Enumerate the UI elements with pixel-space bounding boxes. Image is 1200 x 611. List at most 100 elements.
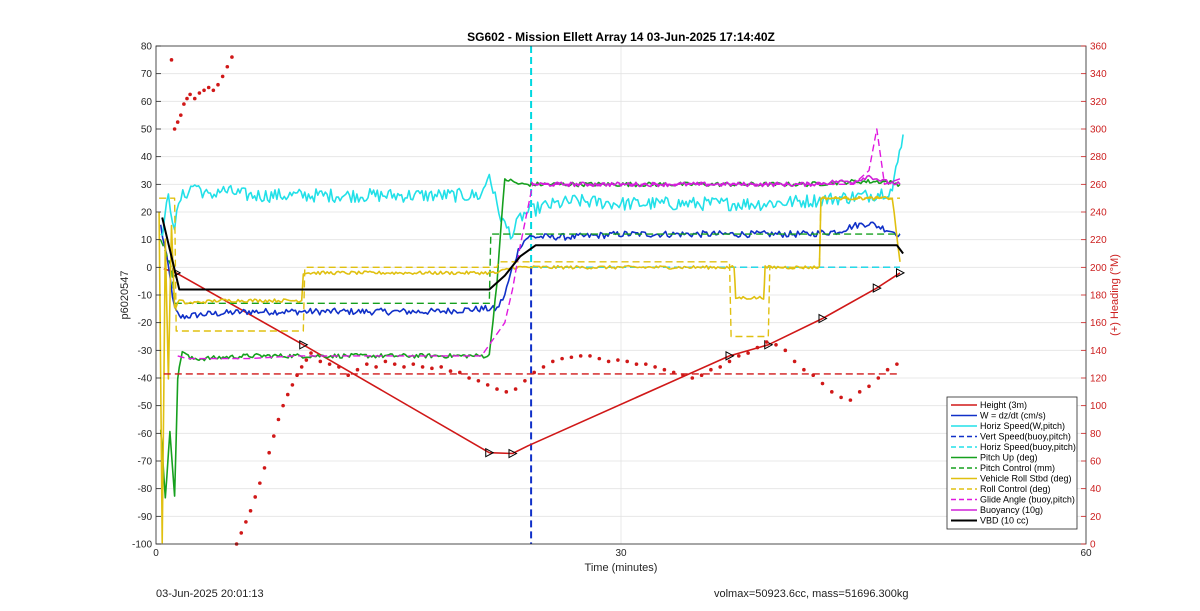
y-tick-label: 70	[141, 69, 153, 80]
heading-point	[727, 359, 732, 364]
heading-point	[718, 365, 722, 369]
heading-point	[560, 356, 564, 361]
heading-point	[304, 358, 309, 362]
heading-point	[699, 373, 704, 378]
heading-point	[551, 359, 555, 364]
heading-point	[281, 403, 285, 408]
legend-entry: Glide Angle (buoy,pitch)	[980, 495, 1075, 505]
heading-point	[485, 383, 490, 387]
heading-point	[355, 367, 360, 372]
heading-point	[495, 387, 499, 391]
heading-point	[876, 376, 881, 380]
heading-point	[327, 362, 332, 366]
legend-box	[946, 396, 1078, 530]
heading-point	[402, 365, 406, 369]
heading-point	[634, 362, 639, 366]
legend: Height (3m)W = dz/dt (cm/s)Horiz Speed(W…	[946, 396, 1078, 530]
heading-point	[290, 383, 295, 387]
y-tick-label: -70	[138, 457, 153, 468]
heading-point	[383, 359, 388, 364]
series-heading-13	[234, 358, 309, 546]
y-tick-label: -20	[138, 318, 153, 329]
heading-point	[267, 450, 271, 455]
heading-point	[192, 96, 197, 101]
footer-timestamp: 03-Jun-2025 20:01:13	[156, 588, 264, 600]
y-tick-label: -90	[138, 512, 153, 523]
heading-point	[211, 88, 216, 93]
heading-point	[202, 88, 206, 93]
heading-point	[504, 390, 509, 394]
y-right-tick-label: 40	[1090, 484, 1102, 495]
y-tick-label: 0	[146, 263, 152, 274]
y-axis-title-right: (+) Heading (°M)	[1109, 254, 1121, 336]
heading-point	[830, 390, 834, 394]
y-tick-label: -60	[138, 429, 153, 440]
heading-point	[644, 362, 648, 366]
heading-point	[285, 392, 290, 397]
height-marker	[725, 351, 735, 361]
legend-entry: Roll Control (deg)	[980, 484, 1051, 494]
heading-point	[448, 369, 453, 373]
y-right-tick-label: 20	[1090, 512, 1102, 523]
heading-point	[172, 127, 177, 131]
heading-point	[653, 365, 657, 369]
heading-point	[179, 113, 183, 117]
y-right-tick-label: 100	[1090, 401, 1107, 412]
legend-entry: Vehicle Roll Stbd (deg)	[980, 474, 1072, 484]
heading-point	[885, 367, 890, 372]
series-heading-12	[169, 55, 899, 402]
heading-point	[458, 370, 462, 375]
heading-point	[820, 381, 825, 386]
y-tick-label: -50	[138, 401, 153, 412]
heading-point	[709, 367, 713, 372]
y-right-tick-label: 220	[1090, 235, 1107, 246]
heading-point	[616, 358, 620, 362]
series-layer	[158, 46, 906, 546]
height-marker	[872, 283, 882, 293]
y-right-tick-label: 240	[1090, 208, 1107, 219]
y-tick-label: -40	[138, 374, 153, 385]
y-right-tick-label: 120	[1090, 374, 1107, 385]
heading-point	[774, 343, 778, 347]
heading-point	[848, 398, 853, 402]
heading-point	[476, 378, 481, 383]
x-tick-label: 30	[615, 548, 627, 559]
heading-point	[230, 55, 234, 59]
series-height-3m	[163, 267, 901, 455]
heading-point	[248, 509, 253, 513]
y-right-tick-label: 160	[1090, 318, 1107, 329]
x-tick-label: 0	[153, 548, 159, 559]
series-pitch-control-mm	[160, 233, 900, 304]
chart-title: SG602 - Mission Ellett Array 14 03-Jun-2…	[467, 30, 775, 44]
y-tick-label: -80	[138, 484, 153, 495]
heading-point	[276, 417, 281, 422]
heading-point	[309, 351, 313, 355]
heading-point	[588, 354, 592, 358]
heading-point	[541, 365, 546, 369]
heading-point	[244, 520, 248, 524]
series-buoyancy-10g	[530, 174, 901, 188]
heading-point	[467, 376, 471, 380]
legend-entry: Pitch Control (mm)	[980, 463, 1055, 473]
heading-point	[690, 376, 695, 380]
legend-entry: Height (3m)	[980, 400, 1027, 410]
footer-summary: volmax=50923.6cc, mass=51696.300kg	[714, 588, 909, 600]
height-marker	[299, 339, 309, 350]
heading-point	[188, 92, 192, 97]
heading-point	[420, 365, 425, 369]
heading-point	[606, 359, 611, 364]
legend-entry: W = dz/dt (cm/s)	[980, 411, 1046, 421]
heading-point	[746, 351, 750, 355]
heading-point	[262, 466, 267, 470]
heading-point	[346, 373, 351, 378]
x-axis-title: Time (minutes)	[585, 562, 658, 574]
series-roll-control-deg	[159, 197, 900, 338]
heading-point	[220, 74, 225, 79]
y-tick-label: 40	[141, 152, 153, 163]
heading-point	[439, 365, 444, 369]
y-right-tick-label: 0	[1090, 540, 1096, 551]
heading-point	[857, 390, 862, 394]
heading-point	[365, 362, 369, 366]
heading-point	[867, 384, 871, 389]
